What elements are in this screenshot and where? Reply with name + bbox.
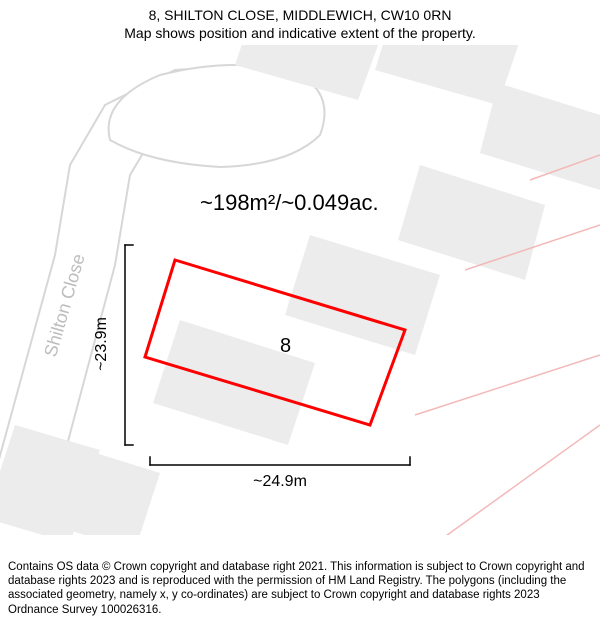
- plot-number: 8: [280, 335, 291, 358]
- map-svg: [0, 45, 600, 535]
- subtitle: Map shows position and indicative extent…: [0, 24, 600, 42]
- width-dimension-label: ~24.9m: [240, 473, 320, 491]
- header: 8, SHILTON CLOSE, MIDDLEWICH, CW10 0RN M…: [0, 6, 600, 42]
- area-label: ~198m²/~0.049ac.: [200, 190, 379, 216]
- copyright-footer: Contains OS data © Crown copyright and d…: [8, 560, 592, 618]
- map-area: ~198m²/~0.049ac. ~23.9m ~24.9m 8 Shilton…: [0, 45, 600, 535]
- height-dimension-label: ~23.9m: [93, 314, 111, 374]
- address-title: 8, SHILTON CLOSE, MIDDLEWICH, CW10 0RN: [0, 6, 600, 24]
- property-map-figure: 8, SHILTON CLOSE, MIDDLEWICH, CW10 0RN M…: [0, 0, 600, 625]
